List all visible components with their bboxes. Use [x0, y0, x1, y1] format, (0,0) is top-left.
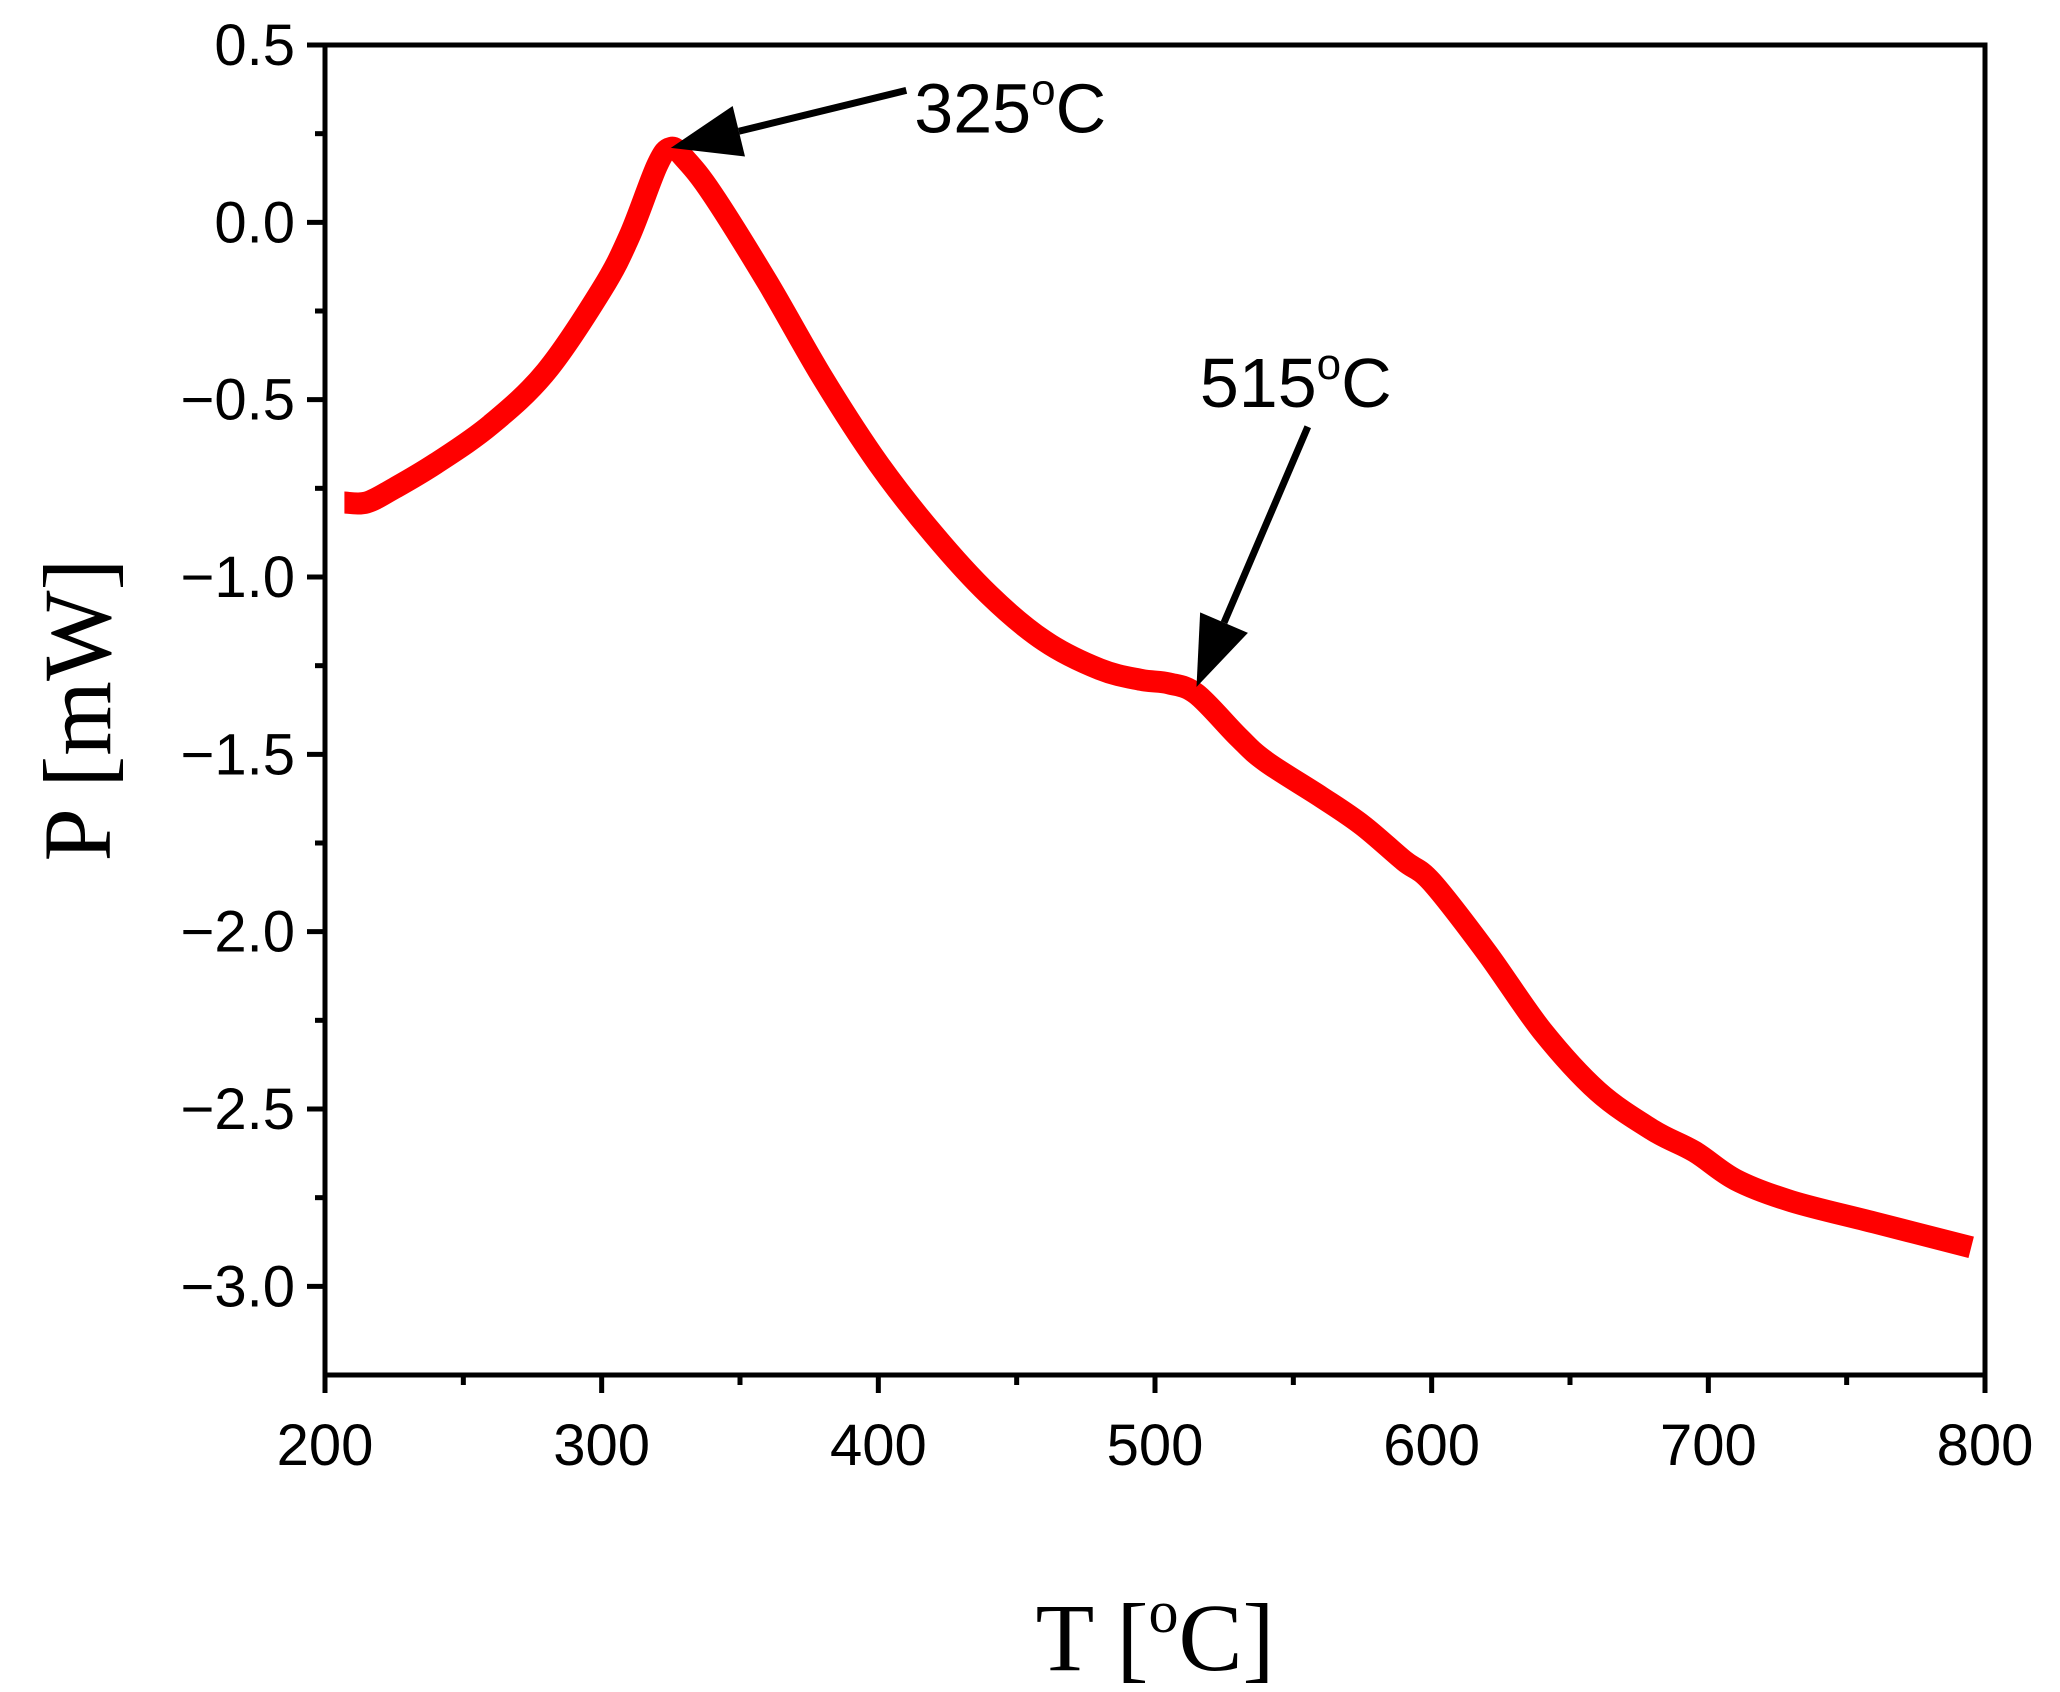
y-tick-label: 0.5 — [214, 13, 295, 78]
y-tick-label: 0.0 — [214, 190, 295, 255]
y-tick-label: −3.0 — [181, 1254, 296, 1319]
annotations: 325oC 515oC — [670, 65, 1392, 687]
x-tick-label: 500 — [1107, 1413, 1204, 1478]
series-layer — [343, 136, 1974, 1258]
x-tick-label: 300 — [553, 1413, 650, 1478]
x-tick-label: 700 — [1660, 1413, 1757, 1478]
axis-labels: T [oC] P [mW] — [24, 558, 1274, 1691]
y-tick-label: −1.5 — [181, 722, 296, 787]
x-tick-label: 200 — [277, 1413, 374, 1478]
x-tick-label: 600 — [1383, 1413, 1480, 1478]
annotation-label: 325oC — [914, 65, 1106, 147]
y-axis-title: P [mW] — [24, 558, 131, 861]
y-tick-label: −0.5 — [181, 368, 296, 433]
annotation-515: 515oC — [1196, 340, 1392, 687]
annotation-arrow-shaft — [1220, 425, 1312, 624]
y-tick-label: −2.5 — [181, 1077, 296, 1142]
annotation-arrow-head — [1196, 612, 1248, 687]
x-tick-label: 400 — [830, 1413, 927, 1478]
y-tick-label: −1.0 — [181, 545, 296, 610]
annotation-325: 325oC — [670, 65, 1106, 157]
axis-ticks: 200 300 400 500 600 700 800 0.5 0.0 −0.5 −1.0 −1.5 −… — [181, 13, 2034, 1478]
x-tick-label: 800 — [1937, 1413, 2034, 1478]
annotation-arrow-head — [670, 105, 746, 157]
y-tick-label: −2.0 — [181, 900, 296, 965]
x-axis-title: T [oC] — [1036, 1579, 1275, 1691]
annotation-label: 515oC — [1200, 340, 1392, 422]
series-line-P — [343, 136, 1974, 1258]
annotation-arrow-shaft — [738, 86, 908, 135]
